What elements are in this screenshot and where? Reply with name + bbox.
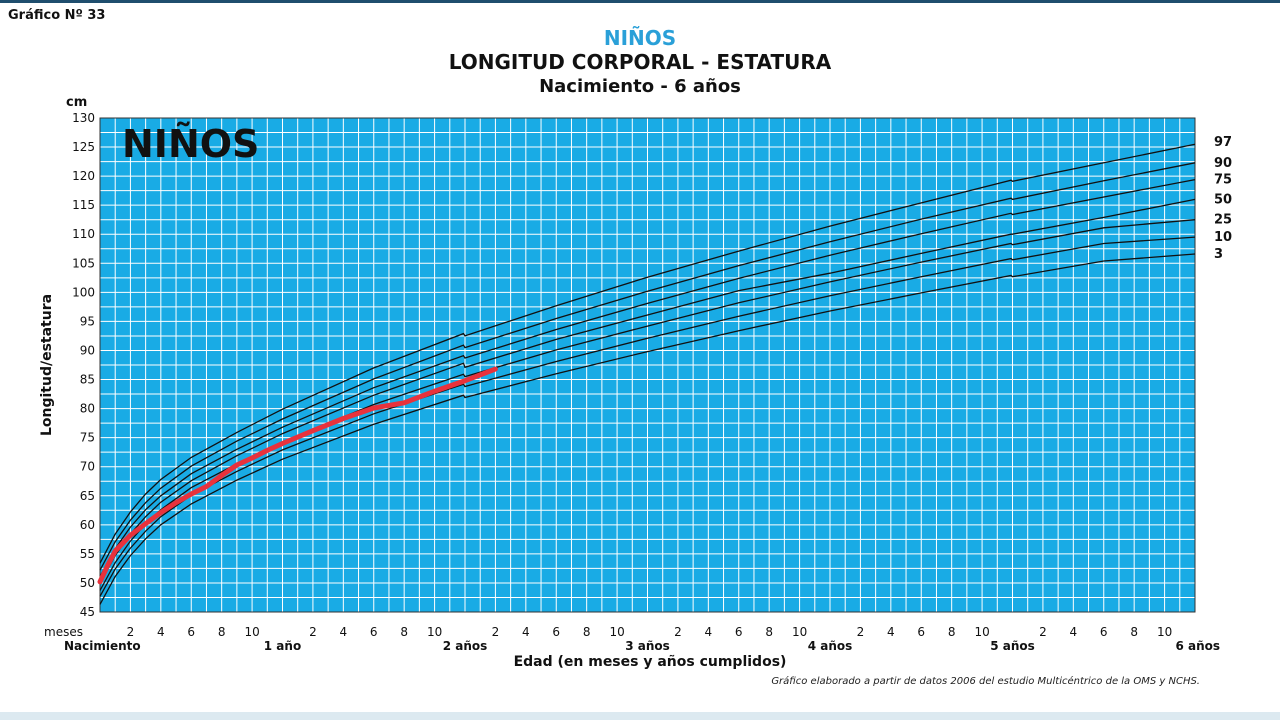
y-tick-label: 90 — [80, 343, 95, 357]
x-tick-label: 8 — [400, 625, 408, 639]
percentile-label: 50 — [1214, 192, 1232, 207]
x-tick-label: 2 — [674, 625, 682, 639]
plot-border — [99, 117, 1196, 613]
x-tick-label: 10 — [244, 625, 259, 639]
x-tick-label: 4 — [340, 625, 348, 639]
x-tick-label: 4 — [887, 625, 895, 639]
x-tick-label: 8 — [218, 625, 226, 639]
x-tick-label: 4 — [522, 625, 530, 639]
x-year-label: 5 años — [990, 639, 1035, 653]
x-tick-label: 4 — [705, 625, 713, 639]
y-tick-label: 95 — [80, 314, 95, 328]
percentile-line — [99, 178, 1196, 577]
x-tick-label: 6 — [1100, 625, 1108, 639]
x-year-label: 3 años — [625, 639, 670, 653]
percentile-curves — [99, 143, 1196, 605]
y-tick-label: 115 — [72, 198, 95, 212]
x-tick-label: 10 — [974, 625, 989, 639]
x-tick-label: 10 — [1157, 625, 1172, 639]
y-tick-label: 65 — [80, 489, 95, 503]
y-tick-label: 105 — [72, 256, 95, 270]
x-tick-label: 6 — [370, 625, 378, 639]
percentile-line — [99, 162, 1196, 571]
page-range: Nacimiento - 6 años — [539, 76, 741, 97]
y-tick-label: 100 — [72, 285, 95, 299]
y-tick-label: 70 — [80, 460, 95, 474]
x-year-label: 6 años — [1175, 639, 1220, 653]
x-tick-label: 4 — [1070, 625, 1078, 639]
child-growth-line — [97, 366, 498, 585]
y-tick-label: 60 — [80, 518, 95, 532]
x-tick-label: 6 — [917, 625, 925, 639]
x-tick-label: 10 — [427, 625, 442, 639]
percentile-line — [99, 236, 1196, 597]
x-axis-title: Edad (en meses y años cumplidos) — [513, 654, 787, 670]
y-unit-label: cm — [66, 95, 87, 110]
inner-chart-label: NIÑOS — [122, 122, 259, 166]
x-tick-label: 10 — [792, 625, 807, 639]
y-tick-label: 130 — [72, 111, 95, 125]
y-tick-label: 75 — [80, 431, 95, 445]
percentile-label: 90 — [1214, 156, 1232, 171]
x-tick-label: 6 — [187, 625, 195, 639]
percentile-label: 10 — [1214, 230, 1232, 245]
page-title: LONGITUD CORPORAL - ESTATURA — [448, 50, 832, 74]
percentile-label: 25 — [1214, 213, 1232, 228]
x-tick-label: 8 — [765, 625, 773, 639]
y-tick-label: 125 — [72, 140, 95, 154]
y-tick-label: 110 — [72, 227, 95, 241]
percentile-label: 3 — [1214, 247, 1223, 262]
percentile-line — [99, 253, 1196, 605]
y-tick-label: 120 — [72, 169, 95, 183]
percentile-line — [99, 198, 1196, 584]
x-unit-label: meses — [44, 625, 83, 639]
x-tick-label: 2 — [492, 625, 500, 639]
x-tick-label: 6 — [552, 625, 560, 639]
y-tick-label: 85 — [80, 373, 95, 387]
y-tick-label: 50 — [80, 576, 95, 590]
x-tick-label: 8 — [1130, 625, 1138, 639]
y-tick-label: 55 — [80, 547, 95, 561]
x-year-label: 1 año — [264, 639, 301, 653]
x-tick-label: 2 — [309, 625, 317, 639]
y-tick-label: 45 — [80, 605, 95, 619]
x-year-label: Nacimiento — [64, 639, 141, 653]
x-tick-label: 2 — [1039, 625, 1047, 639]
x-tick-label: 8 — [583, 625, 591, 639]
percentile-label: 97 — [1214, 135, 1232, 150]
figure-number: Gráfico Nº 33 — [8, 8, 106, 23]
y-tick-label: 80 — [80, 402, 95, 416]
x-year-label: 4 años — [808, 639, 853, 653]
x-year-label: 2 años — [443, 639, 488, 653]
x-tick-label: 2 — [127, 625, 135, 639]
source-credit: Gráfico elaborado a partir de datos 2006… — [771, 676, 1200, 687]
x-tick-label: 4 — [157, 625, 165, 639]
x-tick-label: 2 — [857, 625, 865, 639]
percentile-label: 75 — [1214, 173, 1232, 188]
top-bar — [0, 0, 1280, 3]
percentile-line — [99, 143, 1196, 564]
x-tick-label: 10 — [609, 625, 624, 639]
subtitle-top: NIÑOS — [603, 26, 677, 50]
x-tick-label: 6 — [735, 625, 743, 639]
bottom-bar — [0, 712, 1280, 720]
x-tick-label: 8 — [948, 625, 956, 639]
y-axis-title: Longitud/estatura — [39, 294, 55, 436]
